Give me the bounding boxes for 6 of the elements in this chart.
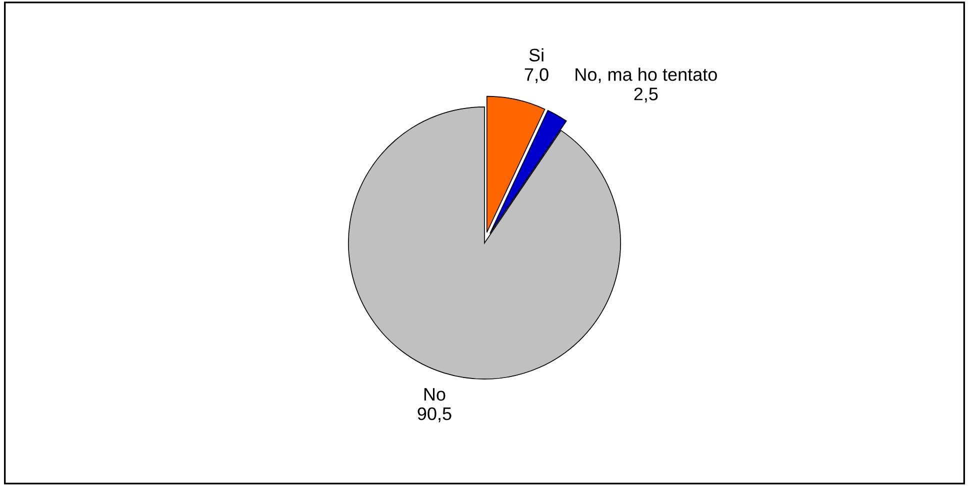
slice-label: No, ma ho tentato (576, 68, 717, 84)
data-label: 7,0 (524, 68, 548, 84)
slice-label: Si (529, 48, 544, 62)
data-label: 90,5 (418, 407, 452, 422)
slice-label: No (424, 388, 446, 401)
data-label: 2,5 (634, 88, 658, 102)
